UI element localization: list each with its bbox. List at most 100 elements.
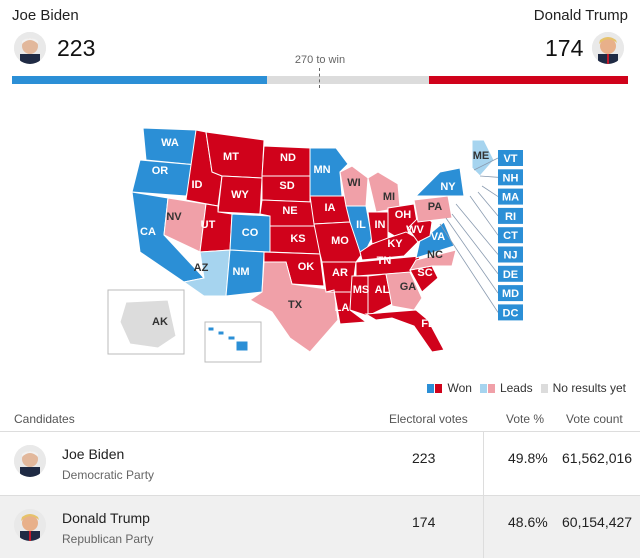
callout-line-ma xyxy=(481,185,499,197)
state-label-ar: AR xyxy=(332,267,348,279)
trump-electoral-votes: 174 xyxy=(545,35,584,61)
state-label-nc: NC xyxy=(427,249,443,261)
small-state-label-nj: NJ xyxy=(503,250,517,262)
state-label-nm: NM xyxy=(232,266,249,278)
small-state-box-nj[interactable] xyxy=(498,246,523,263)
legend-leads: Leads xyxy=(479,381,533,395)
state-label-or: OR xyxy=(152,165,169,177)
small-state-box-vt[interactable] xyxy=(498,150,523,166)
candidate-name: Joe Biden xyxy=(62,446,125,462)
state-label-az: AZ xyxy=(194,262,209,274)
callout-line-de xyxy=(451,213,499,275)
legend-won-label: Won xyxy=(447,381,472,395)
state-label-co: CO xyxy=(242,227,259,239)
candidate-vote-count: 61,562,016 xyxy=(562,450,633,466)
header-electoral-votes: Electoral votes xyxy=(389,412,468,426)
state-ky xyxy=(359,231,421,261)
state-ny xyxy=(414,167,465,197)
legend-won-rep-swatch xyxy=(435,383,443,393)
trump-avatar xyxy=(592,32,624,64)
state-label-nv: NV xyxy=(166,211,182,223)
state-tx xyxy=(249,261,339,353)
small-state-box-ri[interactable] xyxy=(498,207,523,224)
small-state-label-nh: NH xyxy=(503,172,519,184)
candidate-party: Republican Party xyxy=(62,532,154,546)
alaska-inset-frame xyxy=(107,289,185,355)
legend-leads-dem-swatch xyxy=(479,383,487,393)
dem-progress-fill xyxy=(12,76,268,84)
header-vote-pct: Vote % xyxy=(506,412,545,426)
small-state-box-ma[interactable] xyxy=(498,188,523,205)
small-state-box-ct[interactable] xyxy=(498,227,523,244)
state-label-mo: MO xyxy=(331,235,349,247)
state-label-in: IN xyxy=(375,219,386,231)
state-label-al: AL xyxy=(375,284,390,296)
results-table-header: Candidates Electoral votes Vote % Vote c… xyxy=(0,404,640,432)
threshold-label: 270 to win xyxy=(294,54,346,66)
state-hi-1 xyxy=(207,326,215,332)
us-electoral-map: WA OR CA NV ID MT WY UT AZ CO NM ND SD NE KS OK TX MN IA MO… xyxy=(107,127,523,363)
results-table: Candidates Electoral votes Vote % Vote c… xyxy=(0,404,640,558)
state-label-ut: UT xyxy=(201,219,216,231)
candidate-party: Democratic Party xyxy=(62,468,155,482)
state-hi-3 xyxy=(227,335,236,341)
state-label-ks: KS xyxy=(290,233,305,245)
map-legend: Won Leads No results yet xyxy=(419,381,626,395)
state-label-ca: CA xyxy=(140,226,156,238)
header-vote-count: Vote count xyxy=(566,412,623,426)
state-me xyxy=(471,139,495,177)
state-ga xyxy=(385,271,423,311)
state-wi xyxy=(339,165,369,207)
candidate-vote-count: 60,154,427 xyxy=(562,514,633,530)
biden-avatar xyxy=(14,32,46,64)
candidate-electoral-votes: 223 xyxy=(412,450,436,466)
state-ms xyxy=(349,275,369,317)
small-state-box-de[interactable] xyxy=(498,265,523,282)
state-label-ms: MS xyxy=(353,284,370,296)
table-row-trump[interactable]: Donald Trump Republican Party 174 48.6% … xyxy=(0,496,640,558)
hawaii-inset-frame xyxy=(204,321,262,363)
state-label-ne: NE xyxy=(282,205,297,217)
state-label-ak: AK xyxy=(152,316,168,328)
state-or xyxy=(131,159,198,197)
state-label-va: VA xyxy=(431,231,446,243)
table-column-divider xyxy=(483,432,484,558)
state-mi xyxy=(367,171,401,213)
small-state-label-de: DE xyxy=(503,269,518,281)
small-state-box-md[interactable] xyxy=(498,285,523,302)
state-label-ga: GA xyxy=(400,281,417,293)
state-label-wy: WY xyxy=(231,189,249,201)
state-fl xyxy=(364,309,445,353)
state-pa xyxy=(413,195,453,223)
trump-row-avatar xyxy=(14,509,46,541)
state-al xyxy=(367,273,393,317)
state-nc xyxy=(409,249,457,271)
state-label-wv: WV xyxy=(406,224,424,236)
state-label-sc: SC xyxy=(417,267,432,279)
callout-line-nj xyxy=(455,203,499,255)
small-state-label-ma: MA xyxy=(502,192,519,204)
state-label-ny: NY xyxy=(440,181,456,193)
header-candidates: Candidates xyxy=(14,412,75,426)
state-label-il: IL xyxy=(356,219,366,231)
state-hi-2 xyxy=(217,330,225,336)
legend-no-results-swatch xyxy=(540,383,548,393)
candidate-electoral-votes: 174 xyxy=(412,514,436,530)
small-state-box-dc[interactable] xyxy=(498,304,523,321)
small-state-label-ri: RI xyxy=(505,211,516,223)
electoral-progress-bar xyxy=(12,76,628,84)
threshold-marker xyxy=(319,68,320,88)
state-label-hi: HI xyxy=(219,343,230,355)
callout-line-ct xyxy=(469,195,499,236)
state-label-me: ME xyxy=(473,150,490,162)
table-row-biden[interactable]: Joe Biden Democratic Party 223 49.8% 61,… xyxy=(0,432,640,496)
state-label-ok: OK xyxy=(298,261,315,273)
biden-row-avatar xyxy=(14,445,46,477)
state-label-pa: PA xyxy=(428,201,443,213)
callout-line-ri xyxy=(477,191,499,217)
state-ak xyxy=(119,299,177,349)
state-label-ky: KY xyxy=(387,238,403,250)
legend-no-results-label: No results yet xyxy=(552,381,626,395)
legend-leads-label: Leads xyxy=(499,381,533,395)
small-state-box-nh[interactable] xyxy=(498,169,523,186)
